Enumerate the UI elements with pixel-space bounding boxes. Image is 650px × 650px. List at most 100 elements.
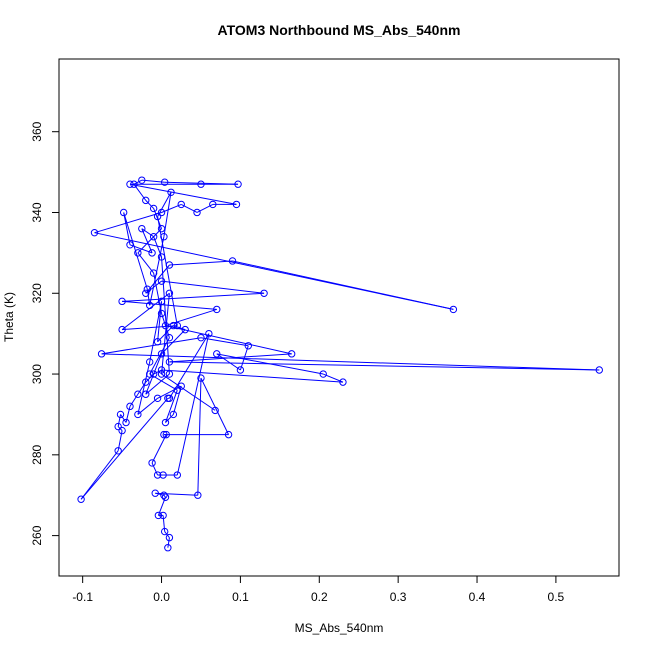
series-segment bbox=[141, 228, 154, 238]
series-segment bbox=[121, 292, 170, 331]
data-point bbox=[228, 257, 237, 265]
data-point bbox=[134, 390, 142, 398]
data-point bbox=[157, 350, 166, 358]
data-point bbox=[157, 224, 166, 233]
x-tick-label: 0.1 bbox=[232, 590, 249, 604]
data-point bbox=[142, 390, 150, 398]
y-tick-label: 360 bbox=[30, 121, 44, 141]
data-point bbox=[148, 249, 156, 257]
data-point bbox=[126, 180, 134, 188]
series-segment bbox=[173, 325, 186, 331]
data-point bbox=[118, 426, 126, 435]
series-segment bbox=[94, 212, 162, 234]
data-point bbox=[114, 447, 122, 455]
data-point bbox=[224, 430, 233, 439]
data-point bbox=[149, 370, 158, 378]
data-point bbox=[197, 180, 205, 188]
series-segment bbox=[169, 361, 600, 371]
data-point bbox=[157, 277, 166, 285]
data-point bbox=[165, 289, 174, 297]
series-segment bbox=[145, 264, 170, 294]
data-point bbox=[236, 366, 245, 374]
x-tick-label: 0.4 bbox=[469, 590, 486, 604]
data-point bbox=[160, 527, 169, 536]
data-point bbox=[449, 305, 458, 314]
data-point bbox=[90, 228, 99, 237]
data-point bbox=[211, 406, 219, 415]
data-point bbox=[177, 200, 185, 209]
data-point bbox=[159, 511, 167, 520]
y-tick-label: 340 bbox=[30, 202, 44, 222]
data-point bbox=[159, 471, 167, 479]
x-tick-label: -0.1 bbox=[72, 590, 93, 604]
series-segment bbox=[80, 397, 169, 500]
data-point bbox=[177, 382, 185, 390]
data-point bbox=[149, 269, 158, 277]
data-point bbox=[157, 366, 166, 374]
data-point bbox=[160, 430, 168, 439]
series-segment bbox=[197, 378, 202, 496]
data-point bbox=[153, 394, 162, 402]
data-point bbox=[287, 350, 296, 358]
data-point bbox=[162, 430, 170, 439]
series-segment bbox=[137, 397, 158, 415]
data-point bbox=[149, 233, 158, 241]
data-point bbox=[116, 410, 125, 419]
data-point bbox=[232, 200, 241, 209]
y-axis: 260 280 300 320 340 360 bbox=[30, 121, 60, 546]
data-point bbox=[122, 418, 130, 427]
data-point bbox=[164, 394, 172, 402]
x-tick-label: 0.2 bbox=[311, 590, 328, 604]
data-point bbox=[126, 241, 134, 249]
series-segment bbox=[169, 260, 233, 266]
series-segment bbox=[129, 183, 237, 205]
data-point bbox=[319, 370, 327, 378]
data-point bbox=[205, 329, 213, 338]
data-point bbox=[160, 178, 169, 186]
series-segment bbox=[157, 301, 163, 342]
data-point bbox=[160, 491, 168, 499]
series-segment bbox=[163, 494, 166, 498]
series-segment bbox=[165, 325, 292, 355]
data-point bbox=[161, 493, 170, 501]
data-point bbox=[119, 208, 128, 217]
series-segment bbox=[145, 373, 170, 395]
series-segment bbox=[200, 377, 230, 435]
y-tick-label: 300 bbox=[30, 364, 44, 384]
data-point bbox=[157, 208, 166, 217]
data-point bbox=[260, 289, 268, 297]
data-point bbox=[149, 204, 158, 213]
series-segment bbox=[80, 450, 119, 500]
series-segment bbox=[122, 292, 265, 302]
series-segment bbox=[162, 515, 166, 532]
series-segment bbox=[216, 353, 241, 371]
series-segment bbox=[141, 179, 165, 183]
data-point bbox=[153, 471, 162, 479]
series-segment bbox=[157, 192, 172, 217]
data-point bbox=[161, 418, 170, 427]
series-segment bbox=[149, 301, 163, 363]
series-segment bbox=[200, 337, 249, 347]
data-point bbox=[595, 366, 603, 374]
series-segment bbox=[122, 300, 217, 310]
series-segment bbox=[117, 426, 123, 431]
series-segment bbox=[117, 414, 122, 427]
data-point bbox=[181, 325, 189, 334]
series-segment bbox=[155, 492, 198, 496]
y-tick-label: 320 bbox=[30, 283, 44, 303]
data-point bbox=[173, 321, 182, 330]
data-point bbox=[153, 338, 162, 346]
data-point bbox=[197, 374, 205, 382]
data-point bbox=[134, 249, 142, 257]
data-point bbox=[160, 233, 168, 241]
series-segment bbox=[161, 280, 265, 294]
data-point bbox=[173, 386, 182, 394]
series-segment bbox=[164, 531, 170, 538]
series-segment bbox=[239, 345, 249, 371]
series-segment bbox=[145, 200, 155, 209]
series-segment bbox=[123, 212, 131, 245]
series-segment bbox=[165, 390, 178, 423]
data-point bbox=[165, 333, 174, 342]
x-tick-label: 0.5 bbox=[548, 590, 565, 604]
